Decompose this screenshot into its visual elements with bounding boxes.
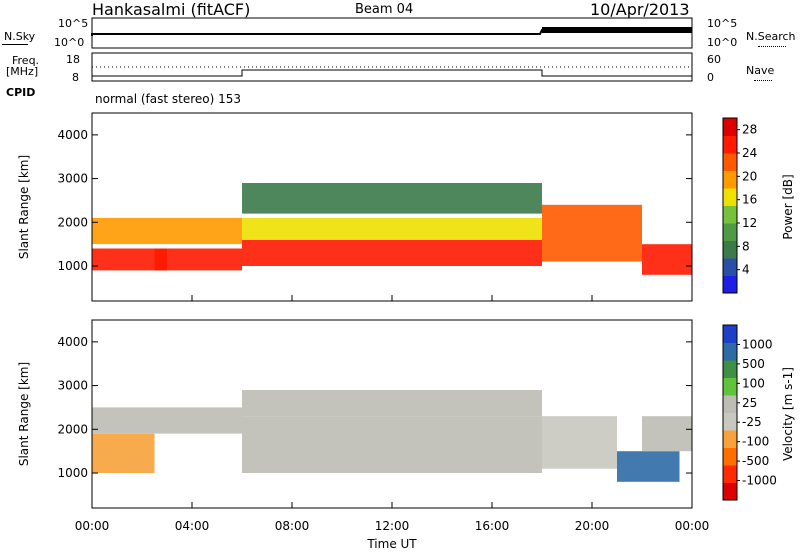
power-band-5 <box>242 183 542 214</box>
vel-colorbar-seg-8 <box>723 342 737 361</box>
vel-cb-label-5: -100 <box>742 435 769 449</box>
nsearch-label: N.Search <box>746 30 796 43</box>
nsky-label: N.Sky <box>4 30 36 43</box>
freq-label: Freq. <box>12 54 40 67</box>
power-colorbar-seg-6 <box>723 170 737 189</box>
power-cb-label-0: 4 <box>742 263 750 277</box>
nave-label: Nave <box>746 64 775 77</box>
vel-ytick-label-0: 1000 <box>57 466 88 480</box>
nave-legend-line <box>754 80 772 81</box>
vel-ylabel: Slant Range [km] <box>17 362 31 466</box>
x-tick-label-5: 20:00 <box>575 519 610 533</box>
x-tick-label-6: 00:00 <box>675 519 710 533</box>
power-colorbar-seg-4 <box>723 205 737 224</box>
vel-colorbar-label: Velocity [m s-1] <box>781 367 795 461</box>
power-band-7 <box>642 244 692 275</box>
vel-band-4 <box>542 416 617 469</box>
station-title: Hankasalmi (fitACF) <box>92 0 251 19</box>
power-colorbar-frame <box>722 117 738 294</box>
cpid-label: CPID <box>6 86 36 99</box>
power-cb-label-3: 16 <box>742 193 757 207</box>
x-tick-label-4: 16:00 <box>475 519 510 533</box>
vel-cb-label-0: 1000 <box>742 337 773 351</box>
nsky-legend-line <box>2 44 28 45</box>
power-colorbar-seg-7 <box>723 153 737 171</box>
x-axis-label: Time UT <box>366 537 417 551</box>
nave-tick-low: 0 <box>707 71 714 84</box>
vel-colorbar-seg-6 <box>723 377 737 396</box>
power-colorbar-seg-1 <box>723 258 737 276</box>
power-band-3 <box>242 239 542 266</box>
nave-step-line <box>92 69 692 77</box>
power-band-6 <box>542 204 642 262</box>
nave-tick-high: 60 <box>707 53 721 66</box>
power-cb-label-6: 28 <box>742 123 757 137</box>
nsky-tick-low: 10^0 <box>54 36 85 49</box>
vel-colorbar-seg-9 <box>723 325 737 343</box>
freq-unit-label: [MHz] <box>6 65 39 78</box>
nsearch-legend-line <box>758 46 786 47</box>
x-tick-label-2: 08:00 <box>275 519 310 533</box>
power-ytick-label-0: 1000 <box>57 259 88 273</box>
power-colorbar-seg-0 <box>723 275 737 294</box>
vel-cb-label-1: 500 <box>742 357 765 371</box>
power-band-4 <box>242 217 542 240</box>
beam-title: Beam 04 <box>355 2 414 17</box>
vel-colorbar-seg-2 <box>723 447 737 466</box>
power-ylabel: Slant Range [km] <box>17 155 31 259</box>
vel-ytick-label-3: 4000 <box>57 335 88 349</box>
power-colorbar-seg-9 <box>723 118 737 136</box>
vel-colorbar-seg-7 <box>723 360 737 378</box>
cpid-text: normal (fast stereo) 153 <box>95 92 242 106</box>
nsearch-tick-low: 10^0 <box>707 36 738 49</box>
power-band-2 <box>154 248 242 271</box>
power-cb-label-5: 24 <box>742 146 757 160</box>
vel-colorbar-seg-0 <box>723 482 737 501</box>
vel-colorbar-frame <box>722 324 738 501</box>
vel-band-3 <box>242 390 542 417</box>
nsky-dense-segment <box>542 27 692 33</box>
vel-colorbar-seg-5 <box>723 395 737 413</box>
x-tick-label-0: 00:00 <box>75 519 110 533</box>
vel-cb-label-3: 25 <box>742 396 757 410</box>
vel-cb-label-6: -500 <box>742 454 769 468</box>
vel-cb-label-4: -25 <box>742 415 762 429</box>
vel-colorbar-seg-1 <box>723 465 737 483</box>
freq-tick-low: 8 <box>72 71 79 84</box>
vel-band-2 <box>242 416 542 473</box>
date-title: 10/Apr/2013 <box>590 0 690 19</box>
power-colorbar-label: Power [dB] <box>781 174 795 239</box>
power-band-0 <box>92 248 167 271</box>
power-colorbar-seg-5 <box>723 188 737 206</box>
power-ytick-label-3: 4000 <box>57 128 88 142</box>
vel-colorbar-seg-3 <box>723 430 737 448</box>
power-cb-label-4: 20 <box>742 169 757 183</box>
power-band-1 <box>92 217 242 245</box>
power-colorbar-seg-3 <box>723 223 737 241</box>
vel-cb-label-7: -1000 <box>742 474 777 488</box>
power-cb-label-2: 12 <box>742 216 757 230</box>
power-colorbar-seg-8 <box>723 135 737 154</box>
vel-band-0 <box>92 433 155 473</box>
power-cb-label-1: 8 <box>742 239 750 253</box>
freq-tick-high: 18 <box>66 53 80 66</box>
vel-cb-label-2: 100 <box>742 376 765 390</box>
power-ytick-label-1: 2000 <box>57 215 88 229</box>
vel-colorbar-seg-4 <box>723 412 737 431</box>
nsky-tick-high: 10^5 <box>58 17 89 30</box>
x-tick-label-1: 04:00 <box>175 519 210 533</box>
vel-ytick-label-1: 2000 <box>57 422 88 436</box>
vel-band-1 <box>92 407 242 434</box>
vel-ytick-label-2: 3000 <box>57 379 88 393</box>
vel-band-5 <box>617 451 680 482</box>
x-tick-label-3: 12:00 <box>375 519 410 533</box>
nsearch-tick-high: 10^5 <box>707 17 738 30</box>
power-ytick-label-2: 3000 <box>57 172 88 186</box>
power-colorbar-seg-2 <box>723 240 737 259</box>
vel-band-6 <box>642 416 692 452</box>
